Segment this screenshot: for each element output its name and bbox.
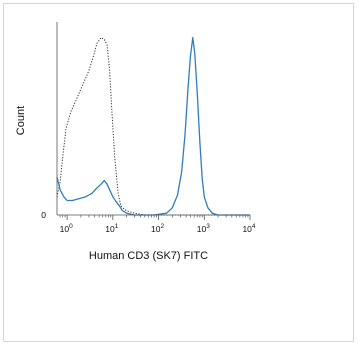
series-line-dotted [56, 37, 250, 216]
x-tick-label: 100 [60, 223, 73, 234]
x-tick-label: 103 [197, 223, 210, 234]
x-axis-ticks: 100 101 102 103 104 [60, 215, 256, 234]
y-tick-label: 0 [41, 210, 46, 220]
y-axis-ticks: 0 [41, 210, 46, 220]
x-tick-label: 101 [105, 223, 118, 234]
x-tick-label: 102 [151, 223, 164, 234]
x-tick-label: 104 [242, 223, 255, 234]
chart-frame: 100 101 102 103 104 0 Human CD3 (SK7) FITC C… [3, 3, 354, 342]
plot-series-group [56, 36, 250, 216]
series-line-solid [56, 36, 250, 216]
y-axis-title: Count [15, 106, 27, 135]
histogram-chart: 100 101 102 103 104 0 Human CD3 (SK7) FITC C… [15, 22, 256, 262]
x-axis-title: Human CD3 (SK7) FITC [89, 250, 208, 262]
